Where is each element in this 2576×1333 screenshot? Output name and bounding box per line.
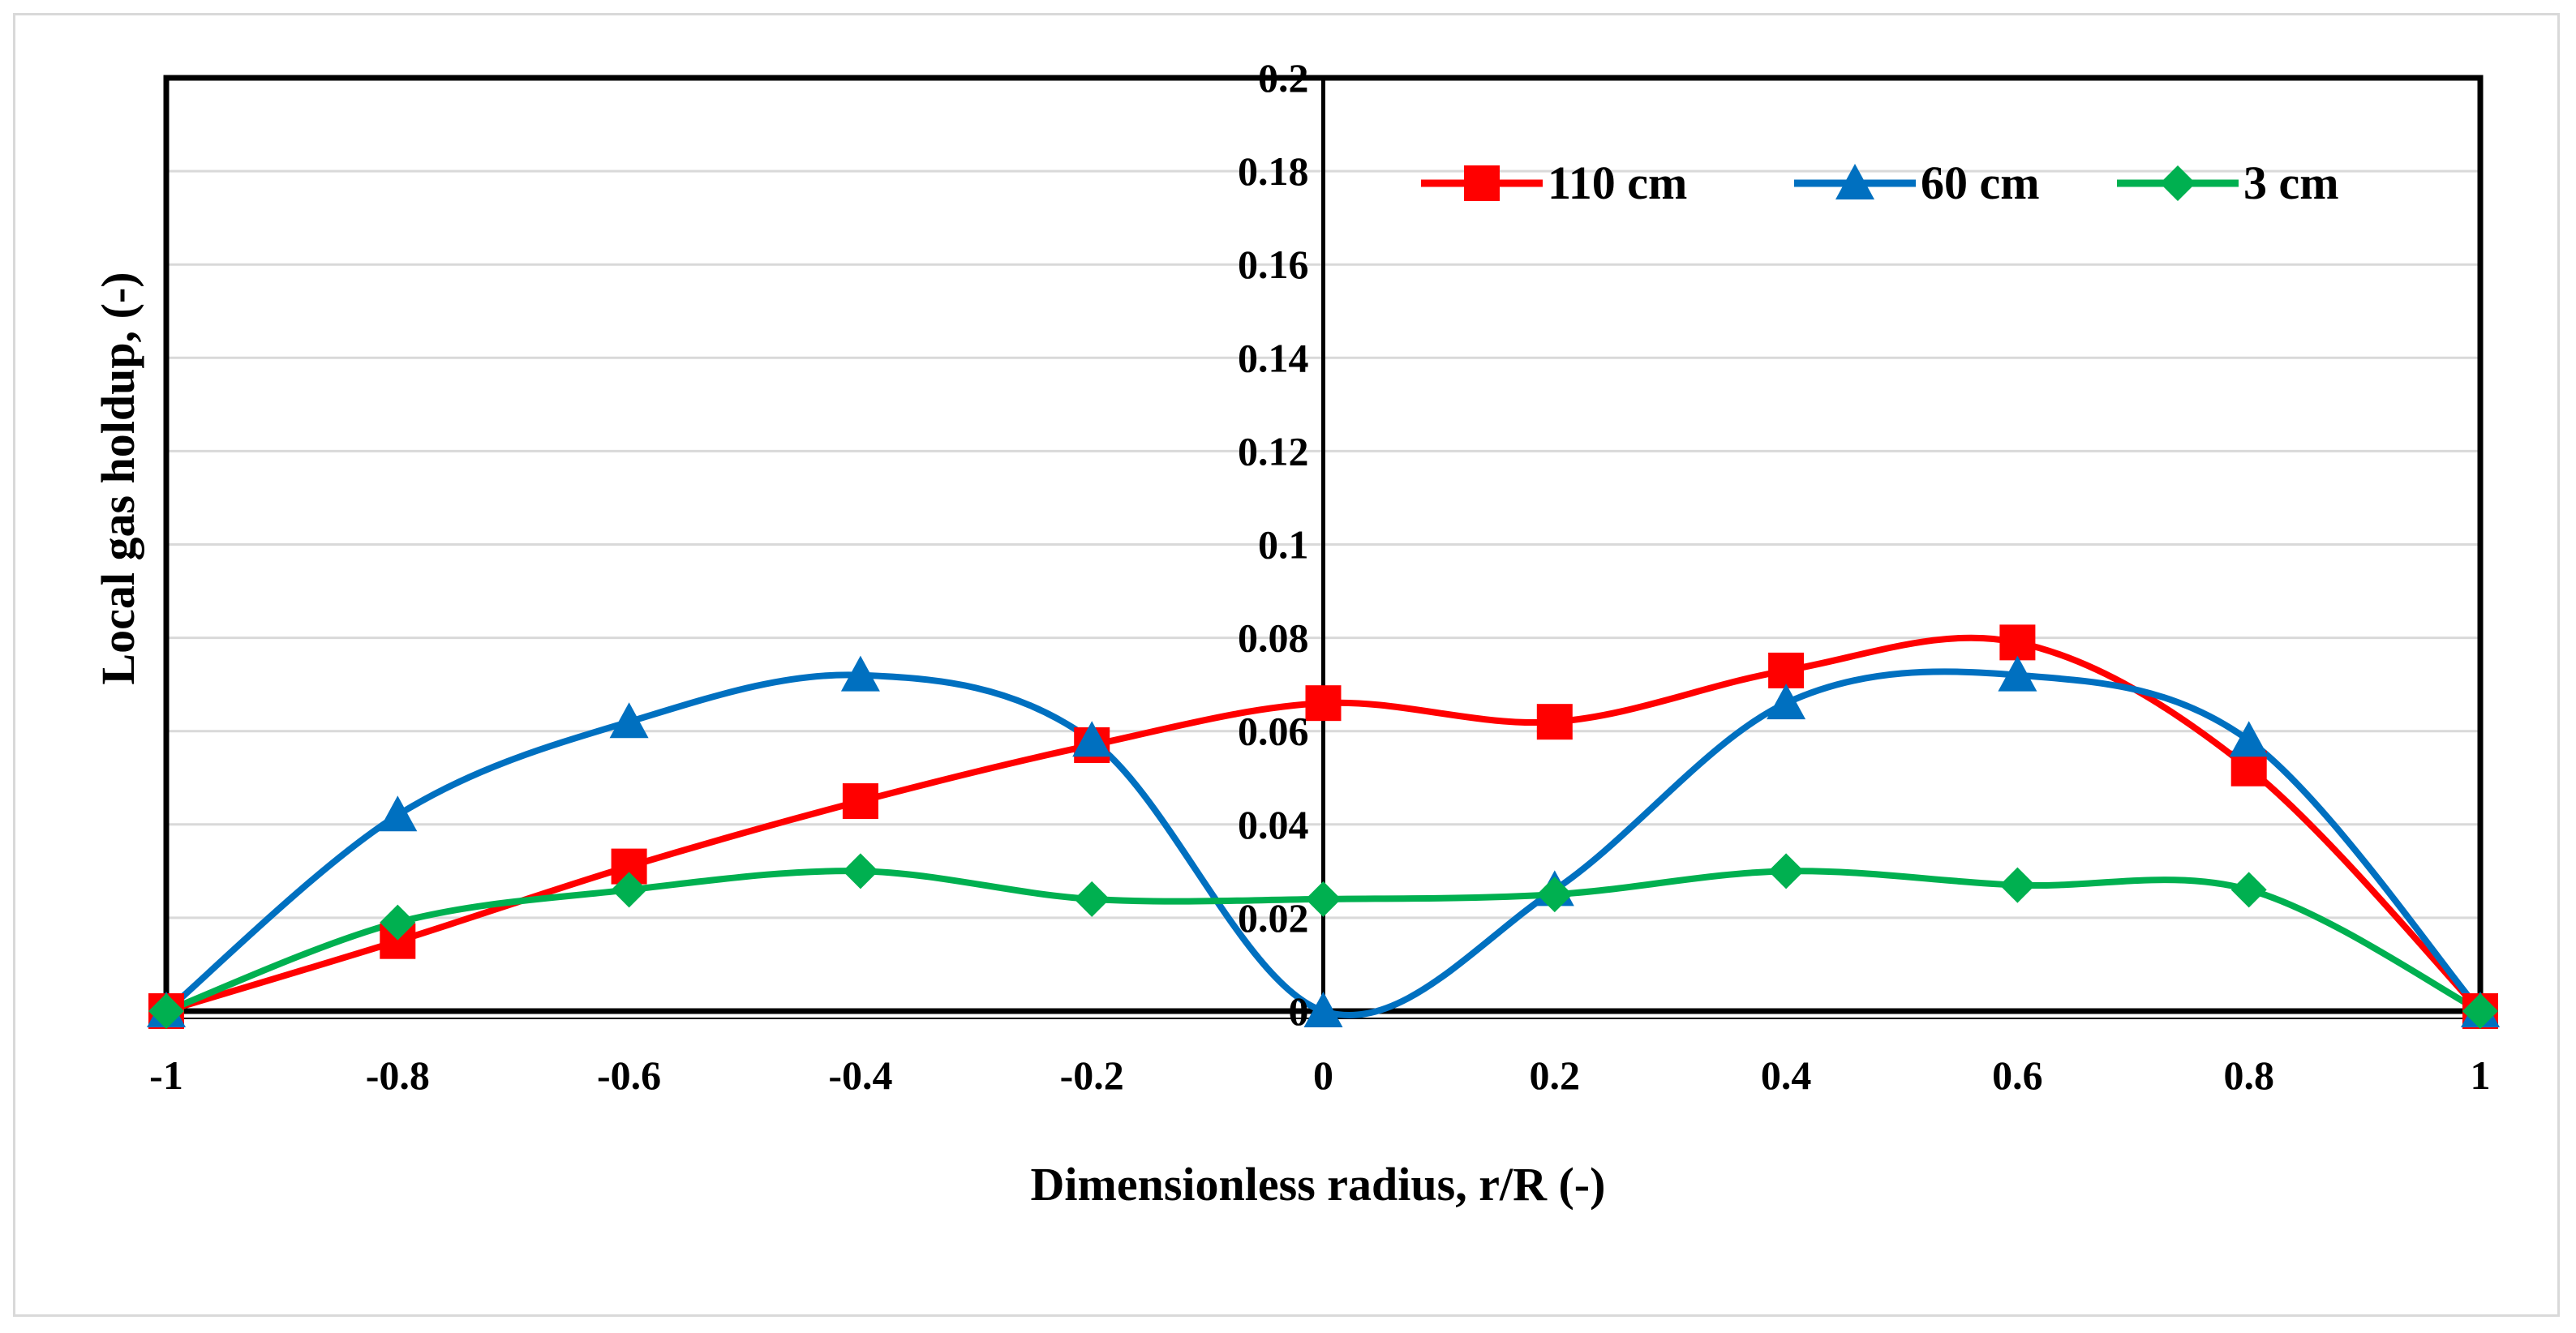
- x-tick-label: -0.8: [366, 1052, 430, 1098]
- x-tick-label: 0: [1313, 1052, 1333, 1098]
- x-tick-label: -0.6: [597, 1052, 661, 1098]
- y-tick-label: 0.18: [1238, 148, 1309, 194]
- y-tick-label: 0.12: [1238, 428, 1309, 474]
- y-axis-title: Local gas holdup, (-): [92, 272, 144, 684]
- y-tick-label: 0.04: [1238, 802, 1309, 847]
- y-tick-label: 0.02: [1238, 895, 1309, 941]
- legend-label-3-cm: 3 cm: [2243, 156, 2339, 209]
- series-markers: [147, 624, 2500, 1029]
- x-axis-title: Dimensionless radius, r/R (-): [1031, 1158, 1606, 1211]
- x-tick-label: 0.4: [1761, 1052, 1812, 1098]
- x-tick-label: 1: [2471, 1052, 2491, 1098]
- data-point-3-cm: [148, 993, 184, 1029]
- data-point-3-cm: [1536, 877, 1573, 913]
- data-point-3-cm: [1768, 853, 1805, 889]
- data-point-3-cm: [2230, 872, 2267, 908]
- legend-marker-3-cm: [2160, 165, 2196, 201]
- x-tick-label: -0.4: [828, 1052, 892, 1098]
- data-point-60-cm: [840, 655, 880, 692]
- legend-marker-60-cm: [1835, 164, 1874, 199]
- legend-label-60-cm: 60 cm: [1921, 156, 2040, 209]
- data-point-3-cm: [611, 872, 647, 908]
- data-point-60-cm: [1767, 684, 1806, 720]
- data-point-3-cm: [1305, 881, 1342, 917]
- data-point-60-cm: [1998, 655, 2037, 692]
- x-tick-label: 0.8: [2223, 1052, 2274, 1098]
- figure-frame: [13, 13, 2560, 1317]
- data-point-3-cm: [2462, 993, 2498, 1029]
- legend: 110 cm 60 cm 3 cm: [1421, 156, 2339, 209]
- x-tick-label: 0.2: [1530, 1052, 1581, 1098]
- plot-border: [163, 75, 2484, 1019]
- y-tick-label: 0: [1289, 988, 1309, 1034]
- data-point-60-cm: [378, 795, 418, 832]
- y-tick-label: 0.06: [1238, 709, 1309, 754]
- x-tick-label: 0.6: [1992, 1052, 2043, 1098]
- y-tick-label: 0.08: [1238, 615, 1309, 661]
- legend-label-110-cm: 110 cm: [1548, 156, 1687, 209]
- data-point-110-cm: [1305, 685, 1342, 722]
- y-tick-label: 0.2: [1258, 55, 1309, 101]
- data-point-60-cm: [1072, 721, 1112, 757]
- data-point-110-cm: [1768, 652, 1805, 688]
- data-point-60-cm: [2229, 721, 2269, 757]
- legend-marker-110-cm: [1464, 165, 1500, 201]
- data-point-3-cm: [842, 853, 878, 889]
- y-tick-label: 0.14: [1238, 335, 1309, 380]
- x-tick-label: -1: [149, 1052, 183, 1098]
- data-point-110-cm: [1999, 624, 2036, 661]
- data-point-3-cm: [380, 904, 416, 941]
- y-tick-label: 0.16: [1238, 242, 1309, 287]
- data-point-110-cm: [1536, 704, 1573, 740]
- data-point-60-cm: [1303, 992, 1343, 1027]
- y-tick-label: 0.1: [1258, 522, 1309, 568]
- data-point-3-cm: [1999, 867, 2036, 903]
- y-tick-labels: 0 0.02 0.04 0.06 0.08 0.1 0.12 0.14 0.16 0.18 0.2: [1238, 55, 1309, 1034]
- data-point-3-cm: [1074, 881, 1110, 917]
- data-point-60-cm: [609, 702, 649, 739]
- x-tick-label: -0.2: [1060, 1052, 1124, 1098]
- x-tick-labels: -1 -0.8 -0.6 -0.4 -0.2 0 0.2 0.4 0.6 0.8 1: [149, 1052, 2490, 1098]
- data-point-110-cm: [842, 783, 878, 820]
